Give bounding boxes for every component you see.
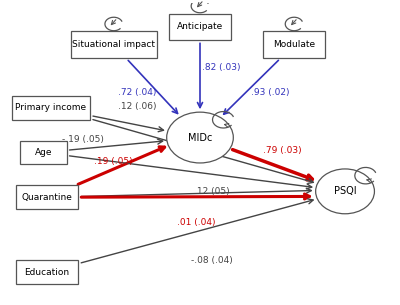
Circle shape (316, 169, 374, 214)
FancyBboxPatch shape (20, 141, 67, 164)
Text: MIDc: MIDc (188, 133, 212, 142)
Text: Situational impact: Situational impact (72, 40, 155, 49)
Text: .12 (05): .12 (05) (194, 187, 230, 196)
Text: .12 (.06): .12 (.06) (118, 102, 156, 111)
Text: .19 (.05): .19 (.05) (94, 157, 133, 166)
FancyBboxPatch shape (16, 185, 78, 209)
FancyBboxPatch shape (263, 31, 326, 58)
Text: .93 (.02): .93 (.02) (251, 88, 290, 97)
Text: Primary income: Primary income (16, 103, 87, 112)
Text: -.08 (.04): -.08 (.04) (191, 256, 233, 264)
Text: -.19 (.05): -.19 (.05) (62, 135, 104, 144)
FancyBboxPatch shape (12, 96, 90, 120)
Text: Age: Age (34, 148, 52, 157)
Text: .72 (.04): .72 (.04) (118, 88, 156, 97)
Text: Quarantine: Quarantine (22, 193, 72, 202)
FancyBboxPatch shape (71, 31, 157, 58)
FancyBboxPatch shape (16, 260, 78, 284)
Text: .79 (.03): .79 (.03) (263, 146, 302, 156)
Text: .82 (.03): .82 (.03) (202, 63, 240, 72)
Text: Anticipate: Anticipate (177, 23, 223, 31)
Text: PSQI: PSQI (334, 186, 356, 196)
Text: .01 (.04): .01 (.04) (177, 218, 215, 227)
Text: Education: Education (24, 267, 70, 277)
Text: Modulate: Modulate (273, 40, 315, 49)
Circle shape (167, 112, 233, 163)
FancyBboxPatch shape (169, 13, 231, 41)
